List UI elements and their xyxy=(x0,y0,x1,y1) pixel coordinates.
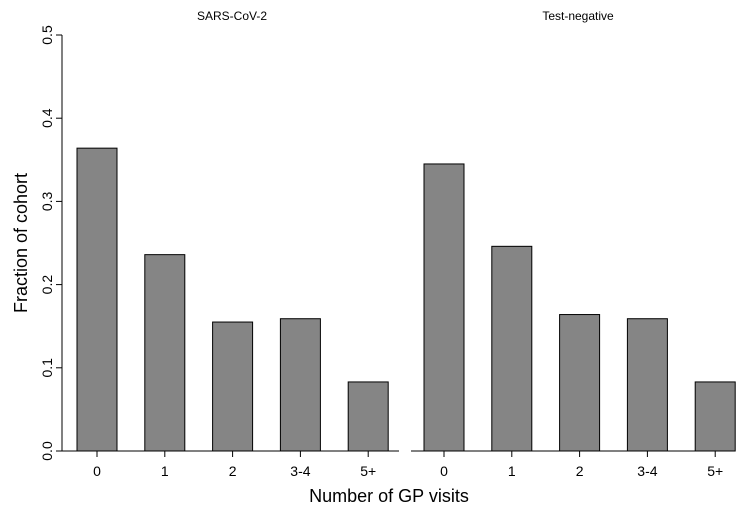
y-tick-label: 0.3 xyxy=(39,191,55,211)
bar xyxy=(347,381,389,452)
x-tick-label: 1 xyxy=(508,463,516,479)
bar xyxy=(423,163,465,452)
x-tick-label: 2 xyxy=(576,463,584,479)
x-tick-label: 5+ xyxy=(360,463,376,479)
bar xyxy=(279,318,321,452)
panel-title: SARS-CoV-2 xyxy=(197,9,267,23)
bar xyxy=(212,321,254,452)
panel-title: Test-negative xyxy=(542,9,614,23)
panel-sars-cov-2: SARS-CoV-2 0 1 2 3-4 5+ xyxy=(62,9,399,479)
y-tick-label: 0.1 xyxy=(39,358,55,378)
y-axis-title: Fraction of cohort xyxy=(11,173,31,313)
bar xyxy=(76,147,118,452)
x-tick-label: 0 xyxy=(93,463,101,479)
x-tick-label: 2 xyxy=(229,463,237,479)
x-tick-label: 3-4 xyxy=(637,463,657,479)
y-tick-label: 0.5 xyxy=(39,25,55,45)
bar xyxy=(491,245,533,452)
y-tick-label: 0.2 xyxy=(39,275,55,295)
panel-test-negative: Test-negative 0 1 2 3-4 5+ xyxy=(411,9,736,479)
x-tick-label: 5+ xyxy=(707,463,723,479)
y-tick-label: 0.4 xyxy=(39,108,55,128)
bar xyxy=(626,318,668,452)
x-tick-label: 3-4 xyxy=(290,463,310,479)
bar xyxy=(694,381,736,452)
bar xyxy=(559,314,601,452)
x-tick-label: 0 xyxy=(440,463,448,479)
y-axis: 0.0 0.1 0.2 0.3 0.4 0.5 xyxy=(39,25,63,461)
y-tick-label: 0.0 xyxy=(39,441,55,461)
bar xyxy=(144,254,186,452)
x-axis-title: Number of GP visits xyxy=(309,486,469,506)
x-tick-label: 1 xyxy=(161,463,169,479)
